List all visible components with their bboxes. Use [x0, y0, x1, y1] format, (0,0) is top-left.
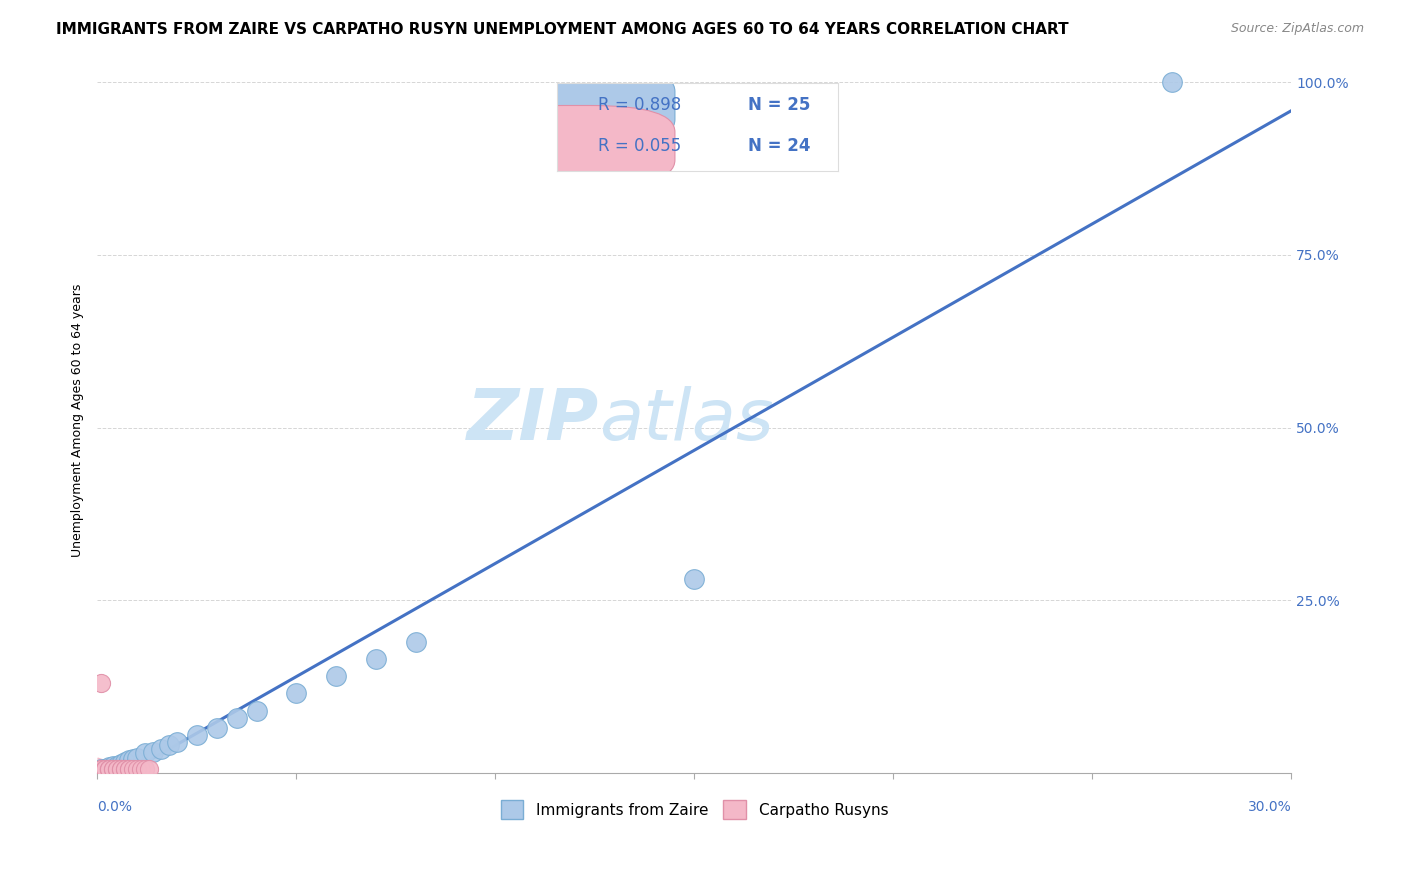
Point [127, 750, 149, 764]
Point [94, 762, 117, 776]
Text: Source: ZipAtlas.com: Source: ZipAtlas.com [1230, 22, 1364, 36]
Point [134, 747, 156, 761]
Point [105, 762, 128, 776]
Point [127, 762, 149, 776]
Point [118, 753, 141, 767]
Point [98, 760, 121, 774]
Legend: Immigrants from Zaire, Carpatho Rusyns: Immigrants from Zaire, Carpatho Rusyns [495, 794, 894, 825]
Text: ZIP: ZIP [467, 386, 599, 455]
Point [285, 686, 308, 700]
Point [129, 762, 152, 776]
Point [205, 721, 228, 735]
Point [110, 762, 132, 776]
Point [138, 762, 160, 776]
Point [325, 669, 347, 683]
Point [98, 762, 121, 776]
Text: IMMIGRANTS FROM ZAIRE VS CARPATHO RUSYN UNEMPLOYMENT AMONG AGES 60 TO 64 YEARS C: IMMIGRANTS FROM ZAIRE VS CARPATHO RUSYN … [56, 22, 1069, 37]
Point [122, 752, 145, 766]
Point [186, 728, 208, 742]
Y-axis label: Unemployment Among Ages 60 to 64 years: Unemployment Among Ages 60 to 64 years [72, 284, 84, 558]
Point [114, 762, 136, 776]
Point [114, 756, 136, 770]
Point [114, 762, 136, 776]
Point [105, 762, 128, 776]
Point [110, 757, 132, 772]
Point [94, 762, 117, 776]
Point [90, 762, 112, 776]
Point [94, 762, 117, 776]
Point [364, 652, 387, 666]
Point [90, 762, 112, 776]
Point [90, 676, 112, 690]
Point [246, 704, 269, 718]
Point [118, 762, 141, 776]
Point [142, 745, 165, 759]
Point [103, 762, 125, 776]
Point [683, 573, 706, 587]
Text: 30.0%: 30.0% [1247, 800, 1291, 814]
Point [166, 734, 188, 748]
Point [1161, 75, 1184, 89]
Text: atlas: atlas [599, 386, 773, 455]
Point [98, 762, 121, 776]
Point [225, 710, 247, 724]
Point [405, 634, 427, 648]
Point [90, 762, 112, 776]
Point [157, 738, 180, 752]
Point [103, 762, 125, 776]
Point [98, 762, 121, 776]
Point [110, 762, 132, 776]
Point [103, 759, 125, 773]
Point [105, 759, 128, 773]
Point [118, 762, 141, 776]
Point [134, 762, 156, 776]
Point [122, 762, 145, 776]
Point [150, 741, 173, 756]
Point [94, 762, 117, 776]
Text: 0.0%: 0.0% [97, 800, 132, 814]
